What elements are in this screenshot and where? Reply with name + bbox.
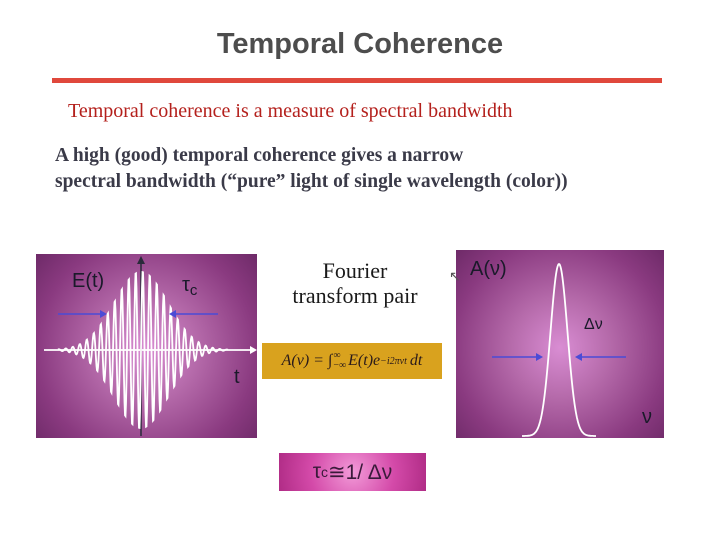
tau-symbol: τ <box>182 274 190 296</box>
spectrum-axis-tick: ↖ <box>449 268 461 284</box>
fourier-caption: Fourier transform pair <box>270 258 440 308</box>
body-line-1: A high (good) temporal coherence gives a… <box>55 145 464 166</box>
formula-lhs: A(ν) = ∫ <box>281 352 333 369</box>
linewidth-arrow-right-head <box>575 353 582 361</box>
tau-arrow-left-head <box>100 310 107 318</box>
field-axis-arrowhead <box>137 256 145 264</box>
slide-title: Temporal Coherence <box>216 28 504 60</box>
formula-limits: ∞ −∞ <box>333 351 346 371</box>
linewidth-arrow-left-head <box>536 353 543 361</box>
tau-arrow-right-head <box>169 310 176 318</box>
tau-label: τc <box>182 274 197 299</box>
body-paragraph: A high (good) temporal coherence gives a… <box>55 143 705 195</box>
fourier-caption-line-1: Fourier <box>322 258 388 283</box>
spectrum-axis-label: A(ν) <box>470 258 507 280</box>
formula-upper-limit: ∞ <box>333 350 341 361</box>
body-line-2: spectral bandwidth (“pure” light of sing… <box>55 171 568 192</box>
lead-sentence: Temporal coherence is a measure of spect… <box>68 100 513 122</box>
result-tau: τ <box>312 460 321 483</box>
time-axis-label: t <box>234 366 240 388</box>
formula-lower-limit: −∞ <box>333 360 347 371</box>
spectrum-plot <box>492 262 626 437</box>
result-subscript: c <box>320 464 328 480</box>
time-domain-panel: E(t) τc t <box>36 254 257 438</box>
coherence-time-relation: τ c ≅1/ Δν <box>279 453 426 491</box>
frequency-domain-panel: A(ν) Δν ν <box>456 250 664 438</box>
fourier-caption-line-2: transform pair <box>292 283 418 308</box>
result-relation: ≅1/ Δν <box>327 460 393 484</box>
wave-packet-plot <box>44 256 257 436</box>
formula-exponent: −i2πνt <box>380 355 407 367</box>
field-axis-label: E(t) <box>72 270 105 292</box>
fourier-formula: A(ν) = ∫ ∞ −∞ E(t)e −i2πνt dt <box>262 343 442 379</box>
spectrum-trace <box>522 262 596 437</box>
formula-dt: dt <box>409 352 423 369</box>
wave-packet-trace <box>57 271 229 429</box>
title-divider <box>52 78 662 83</box>
linewidth-label: Δν <box>584 316 603 333</box>
formula-integrand: E(t)e <box>348 352 381 369</box>
tau-subscript: c <box>189 282 198 299</box>
time-axis-arrowhead <box>250 346 257 354</box>
frequency-axis-label: ν <box>642 406 652 428</box>
